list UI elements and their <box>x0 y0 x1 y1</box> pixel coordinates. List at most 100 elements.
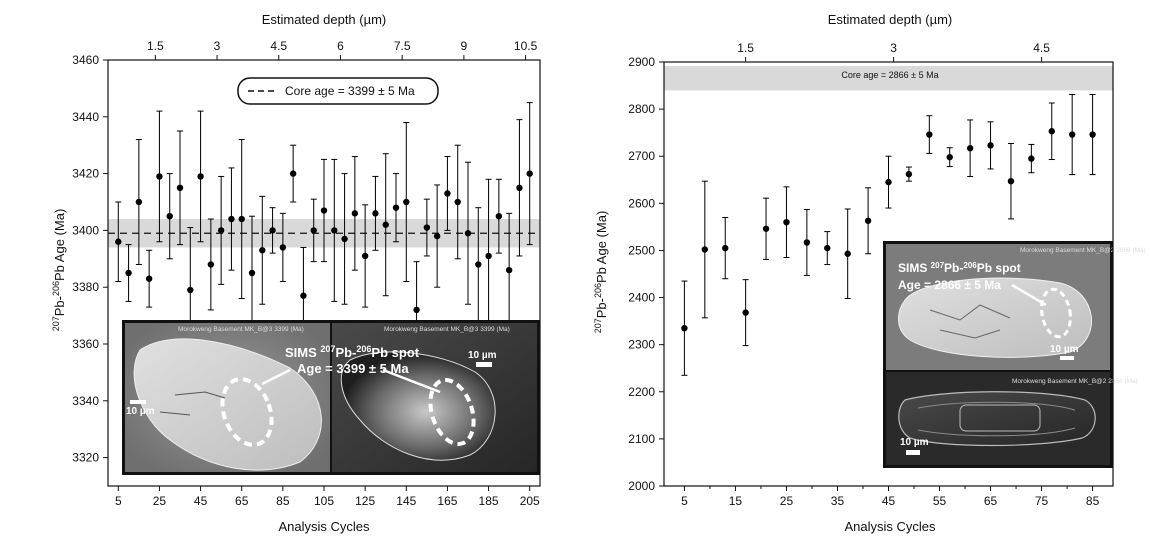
ylabel-sup2: 206 <box>51 281 61 296</box>
bse-spot-ellipse <box>220 377 274 447</box>
x-tick-label: 185 <box>479 494 499 508</box>
left-data-points <box>115 102 533 359</box>
y-tick-label: 3460 <box>72 53 99 67</box>
right-data-points <box>681 94 1096 376</box>
x-tick-label: 105 <box>314 494 334 508</box>
annotation-pointer-right <box>1011 283 1047 307</box>
ylabel-pb1: Pb- <box>52 296 67 316</box>
data-point <box>966 145 974 152</box>
data-point <box>433 232 441 240</box>
cl-grain <box>340 351 496 461</box>
data-point <box>681 324 688 332</box>
top-tick-label: 3 <box>890 41 897 55</box>
x-tick-label: 5 <box>681 494 688 508</box>
data-point <box>722 244 729 252</box>
top-tick-label: 10.5 <box>514 39 538 53</box>
right-age-annotation: Age = 2866 ± 5 Ma <box>898 278 1001 292</box>
data-point <box>166 213 173 220</box>
ylabel-sup1: 207 <box>593 318 603 333</box>
ylabel-sup1: 207 <box>51 316 61 331</box>
top-tick-label: 1.5 <box>147 39 164 53</box>
right-axes: 5 15 25 35 45 55 65 75 85 2000 2100 2200 2300 2400 250… <box>628 55 1114 508</box>
ylabel-pb2: Pb Age (Ma) <box>52 209 67 281</box>
cl-core-right <box>959 404 1041 432</box>
top-tick-label: 7.5 <box>394 39 411 53</box>
data-point <box>423 224 431 231</box>
y-tick-label: 3420 <box>72 167 99 181</box>
bse-crack-right <box>929 304 1011 321</box>
left-top-axis-label: Estimated depth (µm) <box>262 12 387 27</box>
data-point <box>1068 131 1076 138</box>
data-point <box>454 198 461 206</box>
core-age-band <box>664 66 1113 91</box>
data-point <box>485 252 492 260</box>
right-inset: Morokweng Basement MK_B@2 2866 (Ma) SIMS… <box>883 241 1146 468</box>
right-x-axis-title: Analysis Cycles <box>844 519 936 534</box>
y-tick-label: 2200 <box>628 385 655 399</box>
top-tick-label: 4.5 <box>270 39 287 53</box>
right-chart: Estimated depth (µm) 1.5 3 4.5 Core age = … <box>593 12 1146 534</box>
left-x-axis-title: Analysis Cycles <box>278 519 370 534</box>
data-point <box>197 173 204 180</box>
data-point <box>403 198 410 206</box>
x-tick-label: 165 <box>437 494 457 508</box>
x-tick-label: 45 <box>194 494 208 508</box>
left-axes: 5 25 45 65 85 105 125 145 165 185 205 3320 3340 3360 3… <box>72 53 541 508</box>
x-tick-label: 65 <box>235 494 249 508</box>
data-point <box>289 170 297 177</box>
annot-post: Pb spot <box>371 345 419 360</box>
right-core-band <box>664 66 1113 91</box>
right-top-axis-label: Estimated depth (µm) <box>828 12 953 27</box>
data-point <box>1007 177 1015 185</box>
bse-crack <box>159 411 191 416</box>
annot-mid: Pb- <box>944 261 963 275</box>
data-point <box>987 142 994 149</box>
x-tick-label: 145 <box>396 494 416 508</box>
y-tick-label: 2500 <box>628 243 655 257</box>
bse-scale-label: 10 µm <box>126 406 155 417</box>
data-point <box>505 266 513 274</box>
cl-zoning-right <box>917 401 1076 437</box>
x-tick-label: 45 <box>882 494 896 508</box>
data-point <box>824 244 831 252</box>
bse-crack-right <box>939 329 1001 339</box>
data-point <box>516 184 523 191</box>
data-point <box>187 286 194 294</box>
data-point <box>905 170 913 178</box>
right-core-label: Core age = 2866 ± 5 Ma <box>841 70 938 80</box>
x-tick-label: 75 <box>1035 494 1049 508</box>
cl-scale-bar <box>476 362 492 367</box>
data-point <box>864 217 872 224</box>
x-tick-label: 65 <box>984 494 998 508</box>
data-point <box>341 235 348 243</box>
data-point <box>217 227 225 234</box>
data-point <box>115 238 122 245</box>
y-tick-label: 2900 <box>628 55 655 69</box>
y-tick-label: 2000 <box>628 479 655 493</box>
top-tick-label: 1.5 <box>737 41 754 55</box>
top-tick-label: 3 <box>214 39 221 53</box>
data-point <box>269 227 276 234</box>
bse-crack <box>174 391 226 399</box>
y-tick-label: 3380 <box>72 280 99 294</box>
top-tick-label: 9 <box>461 39 468 53</box>
annot-sup1: 207 <box>931 261 945 270</box>
data-point <box>475 261 482 268</box>
data-point <box>320 207 328 214</box>
data-point <box>207 261 215 268</box>
y-tick-label: 3400 <box>72 223 99 237</box>
data-point <box>361 252 369 260</box>
data-point <box>310 227 317 234</box>
annotation-pointer <box>261 368 291 386</box>
y-tick-label: 2700 <box>628 149 655 163</box>
data-point <box>1089 131 1096 138</box>
data-point <box>382 221 389 228</box>
data-point <box>228 215 235 223</box>
data-point <box>300 292 307 299</box>
cl-scale-label: 10 µm <box>468 350 497 361</box>
left-spot-annotation: SIMS 207Pb-206Pb spot <box>285 344 420 360</box>
bse-caption: Morokweng Basement MK_B@3 3399 (Ma) <box>178 326 304 333</box>
annot-pre: SIMS <box>898 261 931 275</box>
x-tick-label: 15 <box>729 494 743 508</box>
